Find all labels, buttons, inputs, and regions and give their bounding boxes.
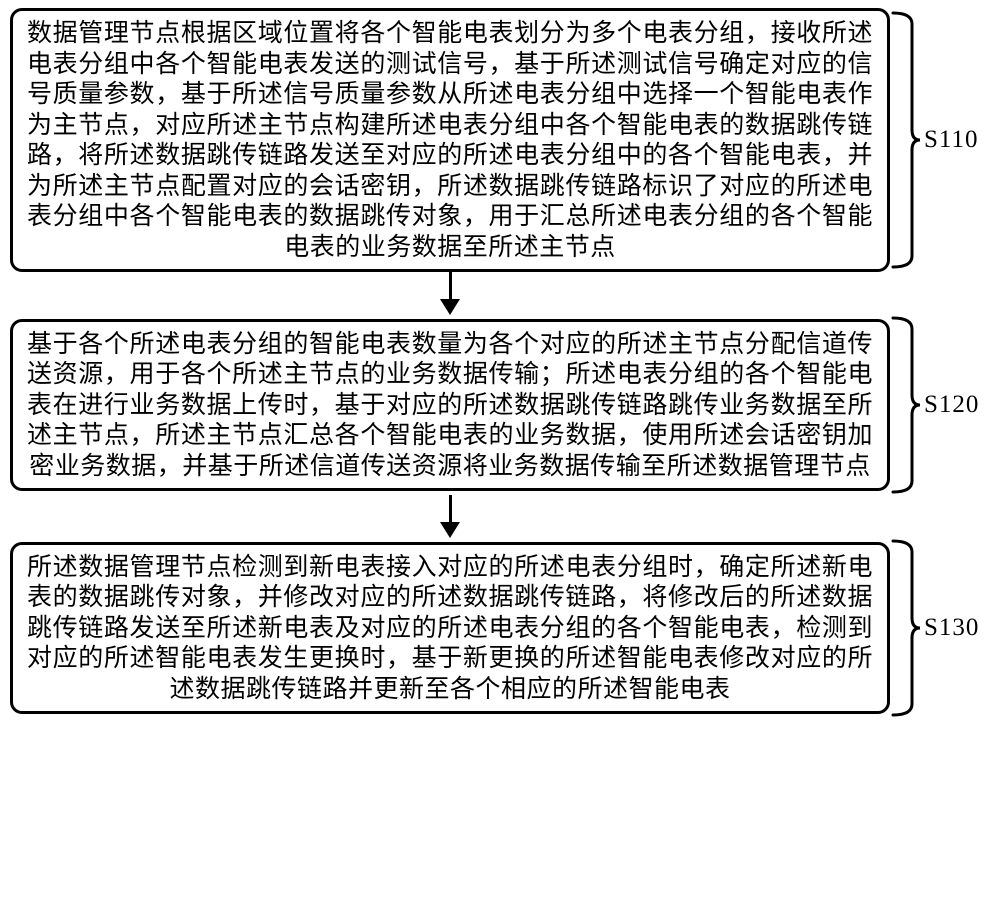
step-box: 数据管理节点根据区域位置将各个智能电表划分为多个电表分组，接收所述电表分组中各个… — [10, 8, 890, 272]
brace-column: S120 — [890, 315, 990, 495]
brace-column: S130 — [890, 538, 990, 718]
step-label: S120 — [924, 391, 979, 419]
arrow-down-icon — [440, 272, 460, 315]
arrow-down-icon — [440, 495, 460, 538]
brace-column: S110 — [890, 10, 990, 270]
step-label: S110 — [924, 126, 978, 154]
step-row: 所述数据管理节点检测到新电表接入对应的所述电表分组时，确定所述新电表的数据跳传对… — [10, 538, 990, 718]
step-row: 数据管理节点根据区域位置将各个智能电表划分为多个电表分组，接收所述电表分组中各个… — [10, 8, 990, 272]
step-row: 基于各个所述电表分组的智能电表数量为各个对应的所述主节点分配信道传送资源，用于各… — [10, 315, 990, 495]
step-label: S130 — [924, 614, 979, 642]
step-box: 所述数据管理节点检测到新电表接入对应的所述电表分组时，确定所述新电表的数据跳传对… — [10, 542, 890, 715]
step-box: 基于各个所述电表分组的智能电表数量为各个对应的所述主节点分配信道传送资源，用于各… — [10, 319, 890, 492]
